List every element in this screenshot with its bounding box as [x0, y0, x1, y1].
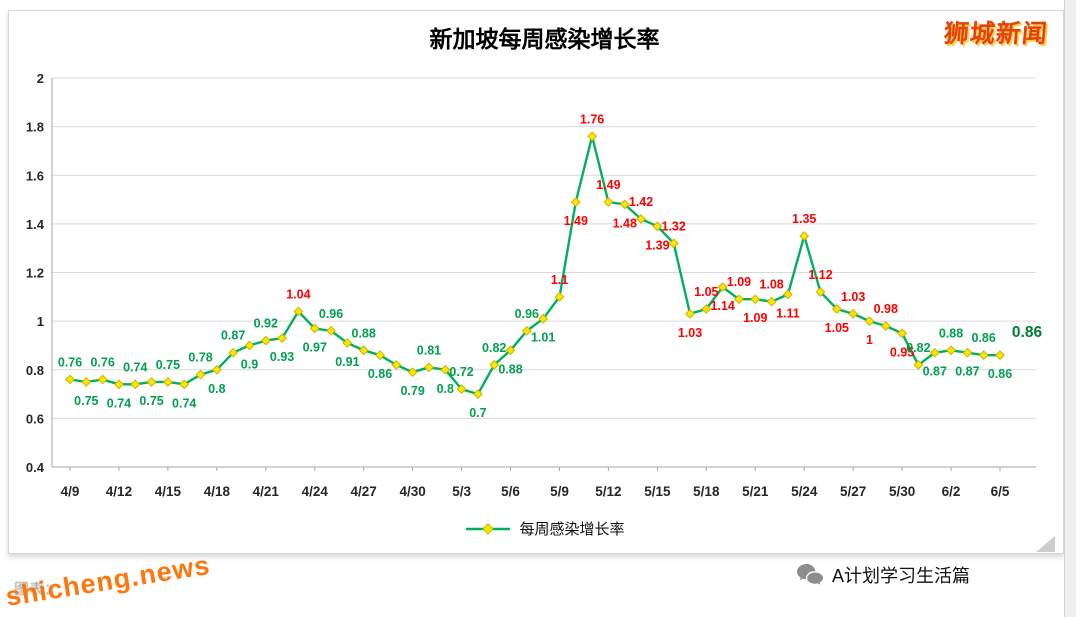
watermark-top-right: 狮城新闻 [942, 20, 1050, 48]
chart-card [8, 10, 1064, 554]
chart-title: 新加坡每周感染增长率 [429, 26, 660, 52]
footer-account: A计划学习生活篇 [796, 562, 970, 588]
watermark-bottom-left: shicheng.news [3, 549, 213, 612]
footer-account-label: A计划学习生活篇 [832, 566, 971, 586]
scrollbar[interactable] [1064, 0, 1076, 617]
caption-fragment: 图表： [14, 581, 60, 598]
page-curl-decoration [1036, 536, 1055, 552]
wechat-icon [797, 564, 823, 585]
legend-line-marker-icon [466, 522, 511, 535]
legend-label: 每周感染增长率 [519, 521, 625, 538]
chart-legend: 每周感染增长率 [52, 518, 1037, 539]
